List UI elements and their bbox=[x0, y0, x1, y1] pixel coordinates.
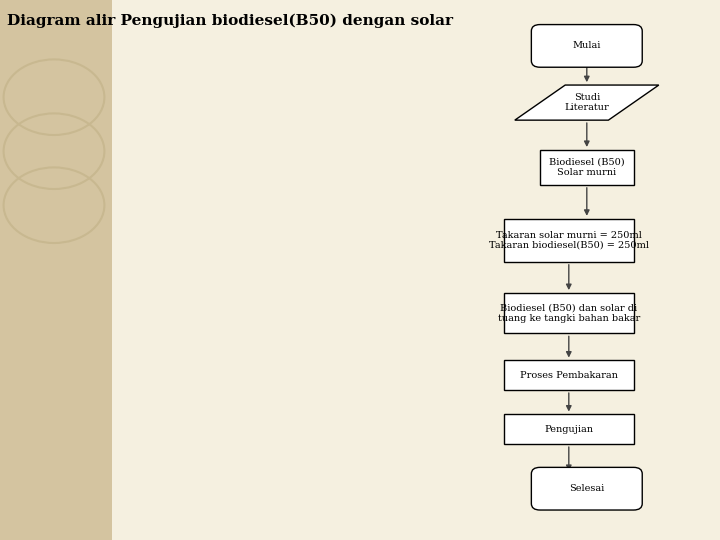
Text: Mulai: Mulai bbox=[572, 42, 601, 50]
Text: Proses Pembakaran: Proses Pembakaran bbox=[520, 371, 618, 380]
Bar bbox=[540, 150, 634, 185]
Text: Biodiesel (B50) dan solar di
tuang ke tangki bahan bakar: Biodiesel (B50) dan solar di tuang ke ta… bbox=[498, 303, 640, 323]
Text: Takaran solar murni = 250ml
Takaran biodiesel(B50) = 250ml: Takaran solar murni = 250ml Takaran biod… bbox=[489, 231, 649, 250]
FancyBboxPatch shape bbox=[531, 24, 642, 67]
Text: Pengujian: Pengujian bbox=[544, 425, 593, 434]
Text: Diagram alir Pengujian biodiesel(B50) dengan solar: Diagram alir Pengujian biodiesel(B50) de… bbox=[7, 14, 453, 28]
Bar bbox=[504, 415, 634, 444]
Bar bbox=[0, 0, 112, 540]
Bar bbox=[504, 293, 634, 333]
Text: Biodiesel (B50)
Solar murni: Biodiesel (B50) Solar murni bbox=[549, 158, 625, 177]
Bar bbox=[504, 361, 634, 390]
Text: Selesai: Selesai bbox=[570, 484, 604, 493]
Text: Studi
Literatur: Studi Literatur bbox=[564, 93, 609, 112]
Polygon shape bbox=[515, 85, 659, 120]
FancyBboxPatch shape bbox=[531, 467, 642, 510]
Bar bbox=[504, 219, 634, 262]
